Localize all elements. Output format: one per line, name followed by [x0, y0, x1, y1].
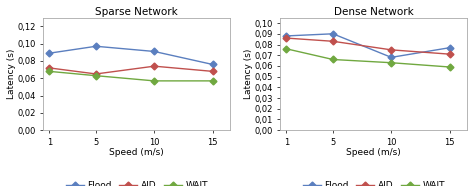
AID — [210, 70, 215, 73]
Legend: Flood, AID, WAIT: Flood, AID, WAIT — [62, 177, 211, 186]
Line: Flood: Flood — [47, 44, 215, 67]
WAIT — [283, 48, 289, 50]
Flood — [210, 63, 215, 65]
AID — [93, 73, 99, 75]
Line: Flood: Flood — [284, 31, 452, 60]
Flood — [447, 47, 452, 49]
X-axis label: Speed (m/s): Speed (m/s) — [346, 148, 401, 157]
Flood — [283, 35, 289, 37]
Flood — [46, 52, 52, 54]
WAIT — [330, 58, 336, 61]
WAIT — [151, 80, 157, 82]
Legend: Flood, AID, WAIT: Flood, AID, WAIT — [299, 177, 448, 186]
AID — [46, 67, 52, 69]
Flood — [330, 33, 336, 35]
Title: Sparse Network: Sparse Network — [95, 7, 178, 17]
WAIT — [93, 75, 99, 77]
Line: AID: AID — [284, 36, 452, 57]
Flood — [93, 45, 99, 47]
Y-axis label: Latency (s): Latency (s) — [7, 49, 16, 99]
X-axis label: Speed (m/s): Speed (m/s) — [109, 148, 164, 157]
WAIT — [447, 66, 452, 68]
AID — [447, 53, 452, 55]
Flood — [388, 56, 394, 58]
WAIT — [210, 80, 215, 82]
WAIT — [388, 62, 394, 64]
AID — [151, 65, 157, 67]
Line: WAIT: WAIT — [284, 46, 452, 69]
Flood — [151, 50, 157, 53]
AID — [283, 37, 289, 39]
Title: Dense Network: Dense Network — [334, 7, 414, 17]
AID — [330, 40, 336, 42]
WAIT — [46, 70, 52, 73]
Line: AID: AID — [47, 64, 215, 76]
AID — [388, 49, 394, 51]
Line: WAIT: WAIT — [47, 69, 215, 83]
Y-axis label: Latency (s): Latency (s) — [244, 49, 253, 99]
